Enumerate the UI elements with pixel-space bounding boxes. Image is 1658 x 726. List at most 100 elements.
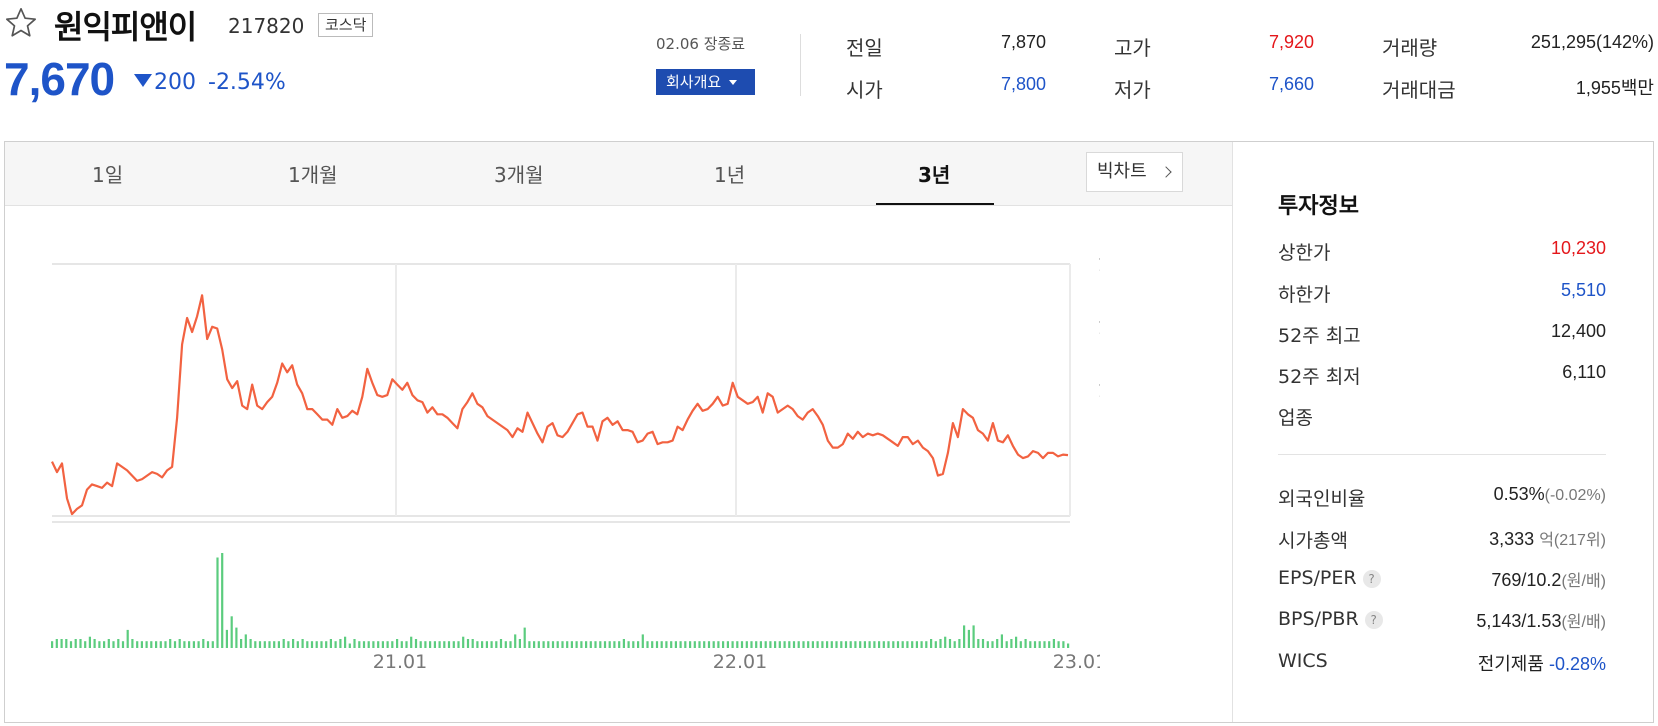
volume-bar	[1043, 641, 1046, 648]
market-cap-label: 시가총액	[1278, 530, 1348, 552]
tab-1day[interactable]: 1일	[92, 163, 124, 187]
tab-3year[interactable]: 3년	[918, 163, 951, 187]
volume-bar	[197, 641, 200, 648]
wics-label: WICS	[1278, 650, 1328, 672]
caret-down-icon	[729, 80, 738, 85]
volume-bar	[396, 639, 399, 648]
volume-bar	[216, 557, 219, 648]
volume-bar	[211, 641, 214, 648]
divider	[800, 34, 801, 96]
volume-bar	[977, 639, 980, 648]
volume-bar	[1048, 641, 1051, 648]
tab-1year[interactable]: 1년	[714, 163, 746, 187]
volume-bar	[287, 641, 290, 648]
volume-bar	[1015, 636, 1018, 648]
volume-bar	[131, 639, 134, 648]
volume-bar	[826, 641, 829, 648]
wics-sector[interactable]: 전기제품	[1477, 654, 1544, 674]
volume-bar	[585, 641, 588, 648]
volume-bar	[140, 641, 143, 648]
company-overview-button[interactable]: 회사개요	[656, 69, 755, 95]
volume-bar	[948, 639, 952, 648]
volume-bar	[84, 641, 87, 648]
week52-low-label: 52주 최저	[1278, 366, 1361, 388]
volume-bar	[202, 639, 205, 648]
volume-bar	[249, 639, 252, 648]
volume-bar	[348, 643, 351, 648]
volume-bar	[830, 641, 833, 648]
volume-bar	[159, 641, 162, 648]
volume-bar	[835, 641, 838, 648]
volume-bar	[429, 641, 432, 648]
price-change-percent: -2.54%	[208, 70, 286, 95]
eps-per-label: EPS/PER?	[1278, 567, 1381, 589]
volume-bar	[840, 641, 843, 648]
divider	[1232, 142, 1233, 722]
trade-value-unit: 백만	[1620, 78, 1654, 98]
help-icon[interactable]: ?	[1364, 610, 1383, 629]
tab-3month[interactable]: 3개월	[494, 163, 544, 187]
volume-bar	[622, 639, 625, 648]
tab-1month[interactable]: 1개월	[288, 163, 338, 187]
volume-bar	[778, 641, 781, 648]
volume-bar	[523, 627, 526, 648]
low-label: 저가	[1114, 78, 1151, 102]
volume-bar	[353, 639, 356, 648]
volume-bar	[344, 636, 347, 648]
volume-bar	[188, 641, 191, 648]
volume-bar	[542, 641, 545, 648]
foreign-ratio-value: 0.53%(-0.02%)	[1386, 484, 1606, 505]
volume-bar	[570, 641, 573, 648]
volume-bar	[939, 639, 942, 648]
eps-per-text: EPS/PER	[1278, 567, 1357, 589]
volume-bar	[575, 641, 578, 648]
volume-bar	[263, 641, 266, 648]
volume-bar	[811, 641, 814, 648]
volume-bar	[925, 641, 928, 648]
volume-bar	[934, 641, 937, 648]
upper-limit-label: 상한가	[1278, 242, 1331, 264]
bigchart-button[interactable]: 빅차트	[1086, 152, 1183, 192]
volume-bar	[698, 641, 701, 648]
volume-bar	[509, 641, 512, 648]
volume-bar	[920, 641, 923, 648]
volume-bar	[1062, 641, 1065, 648]
volume-bar	[1005, 641, 1008, 648]
volume-bar	[528, 641, 531, 648]
volume-bar	[362, 641, 366, 648]
company-overview-label: 회사개요	[666, 73, 722, 91]
active-tab-indicator	[876, 203, 994, 205]
volume-bar	[466, 639, 470, 648]
trade-value-number: 1,955	[1575, 78, 1621, 98]
volume-bar	[533, 641, 536, 648]
help-icon[interactable]: ?	[1362, 569, 1381, 588]
volume-bar	[537, 641, 540, 648]
volume-bar	[315, 641, 318, 648]
wics-change: -0.28%	[1548, 654, 1606, 674]
volume-bar	[386, 641, 389, 648]
volume-bar	[93, 639, 96, 648]
volume-bar	[670, 641, 673, 648]
low-value: 7,660	[1268, 74, 1314, 94]
volume-bar	[547, 641, 550, 648]
volume-bar	[164, 641, 167, 648]
volume-bar	[674, 641, 677, 648]
volume-bar	[712, 641, 715, 648]
favorite-star-icon[interactable]	[4, 6, 38, 40]
volume-bar	[849, 641, 852, 648]
lower-limit-label: 하한가	[1278, 284, 1331, 306]
price-change: 200	[154, 70, 196, 95]
volume-bar	[679, 641, 682, 648]
volume-bar	[707, 641, 711, 648]
volume-bar	[930, 639, 933, 648]
period-tabs	[5, 142, 1233, 206]
bps-pbr: 5,143/1.53	[1476, 611, 1562, 631]
volume-bar	[183, 641, 186, 648]
market-cap-unit: 억(217위)	[1539, 532, 1606, 549]
volume-bar	[859, 641, 862, 648]
volume-bar	[613, 641, 616, 648]
volume-bar	[882, 641, 885, 648]
volume-bar	[911, 641, 914, 648]
volume-bar	[660, 641, 663, 648]
volume-bar	[944, 636, 947, 648]
